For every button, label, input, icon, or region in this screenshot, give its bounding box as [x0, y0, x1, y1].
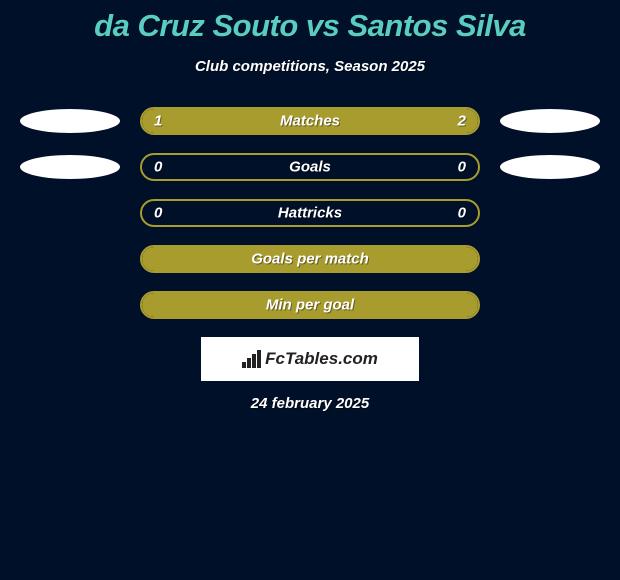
- stat-row: Goals per match: [0, 245, 620, 273]
- player-avatar-left: [20, 155, 120, 179]
- logo-chart-icon: [242, 350, 261, 368]
- stat-label: Hattricks: [278, 205, 342, 222]
- player-avatar-left: [20, 109, 120, 133]
- stat-value-right: 2: [458, 113, 466, 130]
- stat-row: 0 Goals 0: [0, 153, 620, 181]
- stat-row: Min per goal: [0, 291, 620, 319]
- stat-rows: 1 Matches 2 0 Goals 0 0 Hattricks 0 Goals per mat…: [0, 107, 620, 319]
- page-title: da Cruz Souto vs Santos Silva: [0, 8, 620, 44]
- logo-text: FcTables.com: [265, 349, 378, 369]
- stat-bar: Min per goal: [140, 291, 480, 319]
- player-avatar-right: [500, 155, 600, 179]
- logo: FcTables.com: [201, 337, 419, 381]
- stat-row: 1 Matches 2: [0, 107, 620, 135]
- stat-label: Min per goal: [266, 297, 354, 314]
- stat-value-right: 0: [458, 159, 466, 176]
- page-subtitle: Club competitions, Season 2025: [0, 58, 620, 75]
- stat-value-left: 0: [154, 159, 162, 176]
- comparison-container: da Cruz Souto vs Santos Silva Club compe…: [0, 0, 620, 412]
- player-avatar-right: [500, 109, 600, 133]
- date-text: 24 february 2025: [0, 395, 620, 412]
- stat-row: 0 Hattricks 0: [0, 199, 620, 227]
- stat-label: Matches: [280, 113, 340, 130]
- stat-bar: Goals per match: [140, 245, 480, 273]
- stat-label: Goals: [289, 159, 331, 176]
- stat-label: Goals per match: [251, 251, 369, 268]
- stat-bar: 1 Matches 2: [140, 107, 480, 135]
- stat-bar: 0 Hattricks 0: [140, 199, 480, 227]
- stat-value-left: 0: [154, 205, 162, 222]
- stat-value-right: 0: [458, 205, 466, 222]
- stat-value-left: 1: [154, 113, 162, 130]
- stat-bar: 0 Goals 0: [140, 153, 480, 181]
